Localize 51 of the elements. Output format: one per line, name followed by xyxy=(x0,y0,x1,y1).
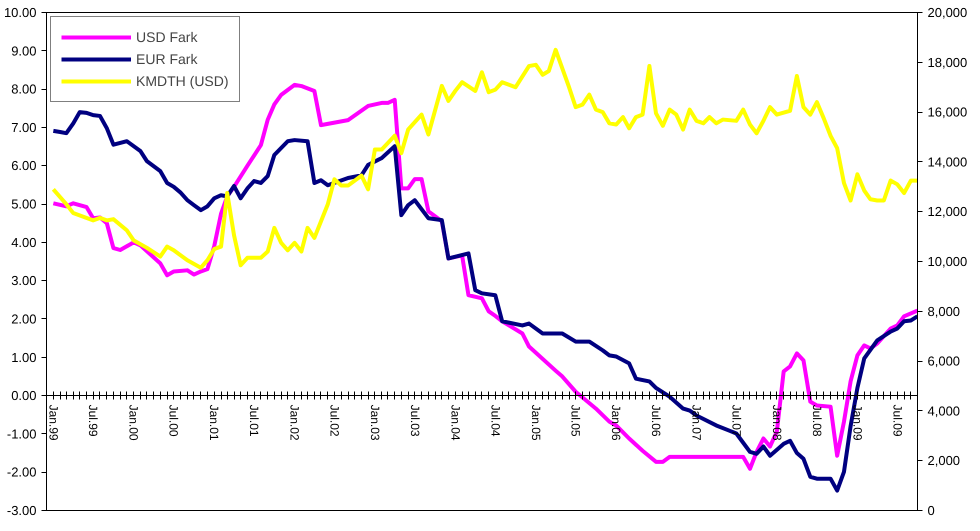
x-tick-label: Jul.09 xyxy=(890,404,904,437)
y-tick-label: 4.00 xyxy=(11,234,37,250)
y-tick-label: 1.00 xyxy=(11,350,37,365)
x-tick-label: Jul.03 xyxy=(408,404,422,437)
y2-tick-label: 10,000 xyxy=(928,254,968,269)
line-series xyxy=(51,48,918,270)
y-tick-label: 3.00 xyxy=(11,273,37,288)
legend-label: USD Fark xyxy=(136,29,198,45)
x-tick-label: Jan.07 xyxy=(690,404,704,441)
y2-tick-label: 6,000 xyxy=(928,354,960,369)
x-tick-label: Jan.01 xyxy=(207,404,222,441)
y-tick-label: -3.00 xyxy=(6,503,37,518)
x-tick-label: Jan.06 xyxy=(609,404,624,441)
x-tick-label: Jul.01 xyxy=(247,404,262,437)
y2-tick-label: 12,000 xyxy=(928,204,968,220)
x-tick-label: Jan.09 xyxy=(850,404,864,441)
x-tick-label: Jan.02 xyxy=(288,404,302,441)
y2-tick-label: 14,000 xyxy=(928,154,968,170)
y-tick-label: 7.00 xyxy=(11,120,37,135)
y-tick-label: 2.00 xyxy=(11,311,37,326)
y-tick-label: 6.00 xyxy=(11,158,37,174)
y-tick-label: -2.00 xyxy=(6,464,37,480)
y2-tick-label: 20,000 xyxy=(928,5,968,20)
y2-tick-label: 2,000 xyxy=(928,453,960,468)
x-tick-label: Jul.08 xyxy=(810,404,824,437)
y-tick-label: 8.00 xyxy=(11,82,37,97)
x-tick-label: Jul.05 xyxy=(568,404,583,437)
x-tick-label: Jul.99 xyxy=(86,404,100,437)
x-tick-label: Jul.06 xyxy=(649,404,663,437)
legend-label: EUR Fark xyxy=(136,51,198,67)
x-tick-label: Jul.02 xyxy=(327,404,342,437)
x-tick-label: Jan.00 xyxy=(126,404,141,441)
x-tick-label: Jul.04 xyxy=(488,404,502,437)
y2-tick-label: 16,000 xyxy=(928,104,968,120)
x-tick-label: Jan.05 xyxy=(528,404,543,441)
legend-label: KMDTH (USD) xyxy=(136,73,229,89)
y-tick-label: 10.00 xyxy=(4,5,37,20)
y2-tick-label: 8,000 xyxy=(928,304,960,319)
y2-tick-label: 4,000 xyxy=(928,403,960,418)
x-tick-label: Jan.99 xyxy=(46,404,60,441)
x-tick-label: Jan.04 xyxy=(448,404,462,441)
x-tick-label: Jan.08 xyxy=(770,404,784,441)
y-tick-label: -1.00 xyxy=(6,426,37,442)
x-tick-label: Jan.03 xyxy=(368,404,382,441)
y-tick-label: 0.00 xyxy=(11,388,37,404)
y-tick-label: 9.00 xyxy=(11,43,37,58)
x-tick-label: Jul.00 xyxy=(166,404,181,437)
y2-tick-label: 0 xyxy=(928,503,935,518)
y-tick-label: 5.00 xyxy=(11,196,37,212)
x-tick-label: Jul.07 xyxy=(729,404,744,437)
y2-tick-label: 18,000 xyxy=(928,54,968,70)
